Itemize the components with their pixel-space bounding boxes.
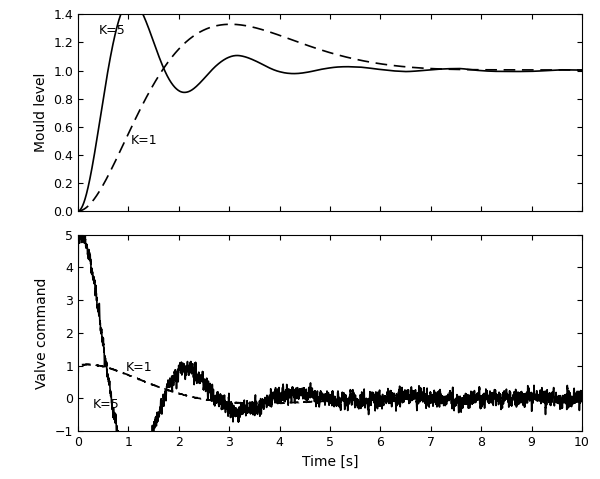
Text: K=1: K=1 [131,134,158,147]
Text: K=5: K=5 [93,398,120,411]
Y-axis label: Mould level: Mould level [34,73,47,152]
Text: K=5: K=5 [99,24,126,37]
Text: K=1: K=1 [126,362,152,375]
Y-axis label: Valve command: Valve command [35,277,49,388]
X-axis label: Time [s]: Time [s] [302,455,358,468]
